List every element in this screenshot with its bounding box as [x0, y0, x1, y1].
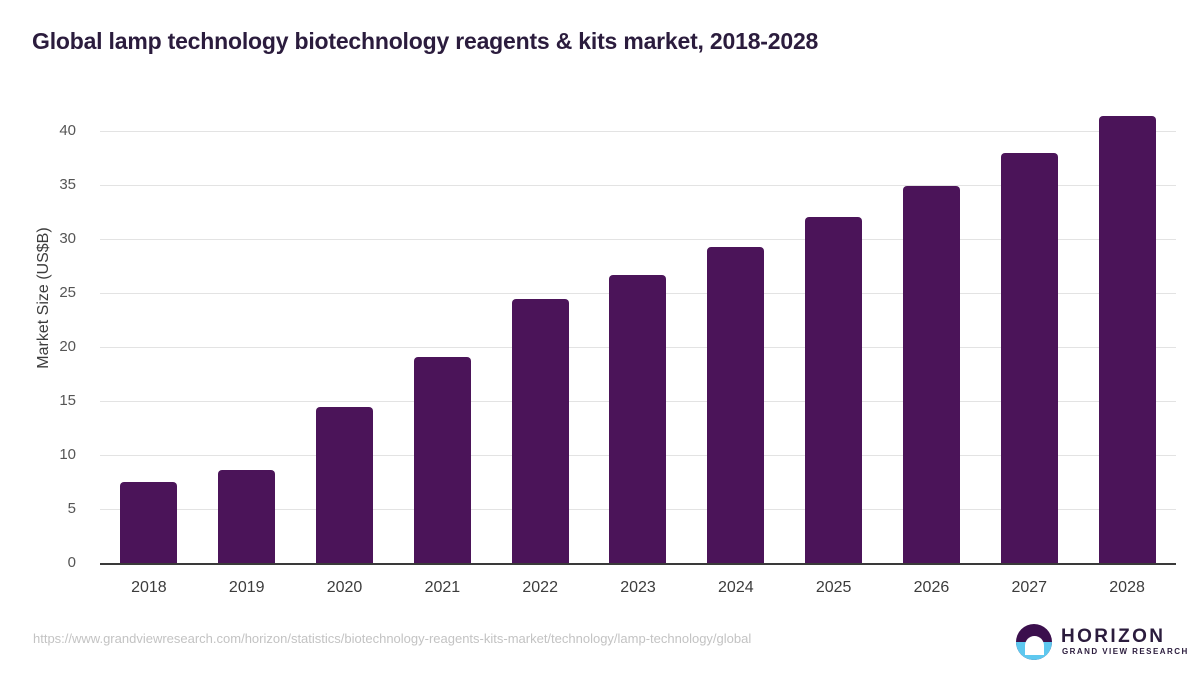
- x-axis-tick-label: 2021: [424, 579, 461, 596]
- bar-slot: [785, 131, 883, 563]
- bar-slot: [198, 131, 296, 563]
- bar-2022[interactable]: [511, 299, 569, 563]
- bar-slot: [589, 131, 687, 563]
- x-axis-tick-label: 2018: [131, 579, 167, 596]
- bar-2020[interactable]: [316, 407, 374, 563]
- x-axis-tick-label: 2024: [718, 579, 754, 596]
- logo-ray-lower-shape: [1028, 651, 1040, 654]
- horizon-logo: HORIZON GRAND VIEW RESEARCH: [1016, 622, 1187, 662]
- x-axis-tick-label: 2020: [326, 579, 363, 596]
- x-axis-tick-label: 2023: [620, 579, 656, 596]
- bar-slot: [1078, 115, 1176, 563]
- x-axis-tick-label: 2019: [228, 579, 265, 596]
- bar-2023[interactable]: [609, 274, 667, 563]
- y-axis-tick-label: 0: [67, 554, 76, 571]
- bar-slot: [100, 131, 198, 563]
- source-url[interactable]: https://www.grandviewresearch.com/horizo…: [33, 631, 752, 646]
- bar-slot: [687, 131, 785, 563]
- bar-slot: [491, 131, 589, 563]
- bar-2026[interactable]: [902, 186, 960, 563]
- chart-plot-region: Market Size (US$B) 0 5 10 15 20 25 30 35 40 2018…: [4, 4, 1196, 604]
- bar-2027[interactable]: [1000, 152, 1058, 563]
- bar-slot: [980, 131, 1078, 563]
- bar-2021[interactable]: [413, 356, 471, 563]
- y-axis-tick-label: 15: [59, 392, 76, 409]
- bar-slot: [883, 131, 981, 563]
- y-axis-tick-label: 25: [59, 284, 76, 301]
- bar-2018[interactable]: [120, 482, 178, 563]
- x-axis-tick-label: 2026: [913, 579, 950, 596]
- chart-card: Global lamp technology biotechnology rea…: [4, 4, 1196, 671]
- horizon-sunrise-circle-icon: [1016, 624, 1052, 660]
- page-title: Global lamp technology biotechnology rea…: [32, 28, 819, 54]
- bar-slot: [393, 131, 491, 563]
- y-axis-tick-label: 40: [59, 122, 76, 139]
- bar-2025[interactable]: [805, 217, 863, 563]
- y-axis-tick-label: 20: [59, 338, 76, 355]
- bars-group: [100, 115, 1176, 563]
- y-axis-tick-label: 5: [67, 500, 76, 517]
- bar-slot: [296, 131, 394, 563]
- x-axis-tick-label: 2028: [1109, 579, 1145, 596]
- logo-tagline: GRAND VIEW RESEARCH: [1062, 647, 1189, 656]
- x-axis-line: [100, 563, 1176, 565]
- gridline: [100, 185, 1176, 186]
- bar-2028[interactable]: [1098, 115, 1156, 563]
- bar-2019[interactable]: [218, 470, 276, 563]
- gridline: [100, 131, 1176, 132]
- y-axis-tick-label: 10: [59, 446, 76, 463]
- x-axis-tick-label: 2022: [522, 579, 558, 596]
- logo-sun-dome-shape: [1024, 636, 1044, 656]
- gridline: [100, 239, 1176, 240]
- bar-2024[interactable]: [707, 246, 765, 563]
- y-axis-tick-label: 30: [59, 230, 76, 247]
- x-axis-tick-label: 2025: [815, 579, 852, 596]
- logo-wordmark: HORIZON: [1061, 626, 1166, 647]
- x-axis-tick-label: 2027: [1011, 579, 1048, 596]
- logo-ray-upper-shape: [1025, 647, 1043, 650]
- y-axis-tick-label: 35: [59, 176, 76, 193]
